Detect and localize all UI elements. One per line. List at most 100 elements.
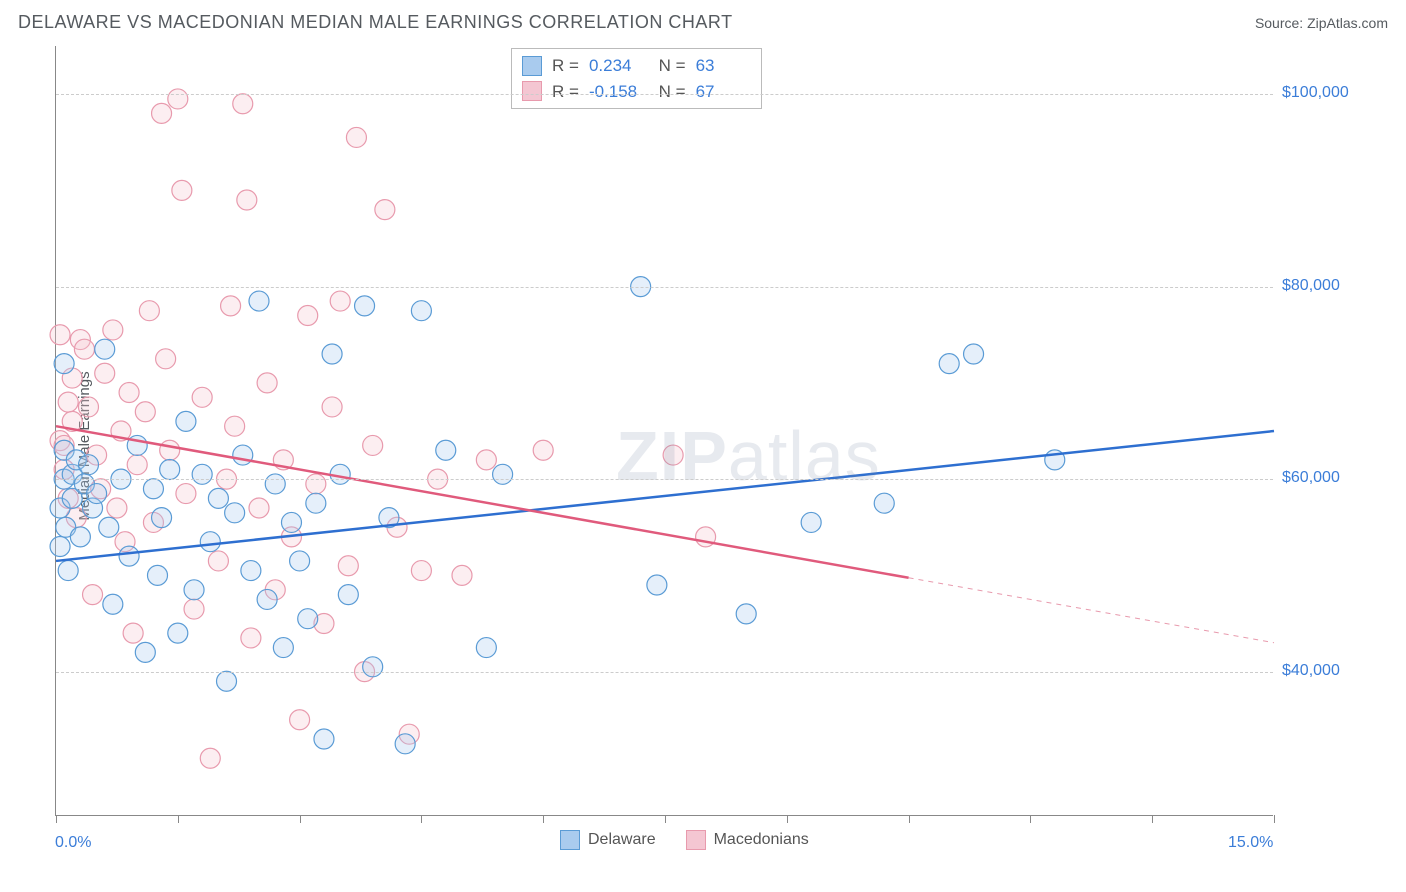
scatter-point bbox=[241, 628, 261, 648]
x-tick bbox=[421, 815, 422, 823]
n-value-macedonians: 67 bbox=[696, 79, 751, 105]
scatter-point bbox=[139, 301, 159, 321]
x-tick bbox=[1274, 815, 1275, 823]
scatter-point bbox=[99, 517, 119, 537]
y-tick-label: $40,000 bbox=[1282, 662, 1340, 680]
scatter-point bbox=[200, 748, 220, 768]
series-legend: Delaware Macedonians bbox=[560, 830, 809, 850]
scatter-point bbox=[54, 354, 74, 374]
scatter-point bbox=[395, 734, 415, 754]
scatter-point bbox=[265, 474, 285, 494]
y-tick-label: $80,000 bbox=[1282, 277, 1340, 295]
scatter-point bbox=[314, 729, 334, 749]
scatter-point bbox=[135, 642, 155, 662]
scatter-point bbox=[476, 450, 496, 470]
scatter-point bbox=[355, 296, 375, 316]
y-tick-label: $100,000 bbox=[1282, 84, 1349, 102]
r-label: R = bbox=[552, 79, 579, 105]
scatter-point bbox=[103, 320, 123, 340]
scatter-point bbox=[939, 354, 959, 374]
scatter-point bbox=[156, 349, 176, 369]
scatter-point bbox=[237, 190, 257, 210]
swatch-delaware bbox=[522, 56, 542, 76]
source-label: Source: ZipAtlas.com bbox=[1255, 15, 1388, 31]
scatter-point bbox=[647, 575, 667, 595]
legend-swatch-delaware bbox=[560, 830, 580, 850]
scatter-point bbox=[50, 537, 70, 557]
scatter-point bbox=[152, 508, 172, 528]
scatter-point bbox=[233, 94, 253, 114]
legend-item-delaware: Delaware bbox=[560, 830, 656, 850]
stats-row-delaware: R = 0.234 N = 63 bbox=[522, 53, 751, 79]
y-tick-label: $60,000 bbox=[1282, 469, 1340, 487]
scatter-point bbox=[217, 671, 237, 691]
gridline bbox=[56, 287, 1273, 288]
x-tick bbox=[909, 815, 910, 823]
x-tick bbox=[543, 815, 544, 823]
scatter-point bbox=[241, 561, 261, 581]
scatter-point bbox=[152, 103, 172, 123]
scatter-point bbox=[322, 397, 342, 417]
scatter-point bbox=[452, 565, 472, 585]
chart-plot-area: ZIPatlas R = 0.234 N = 63 R = -0.158 N =… bbox=[55, 46, 1273, 816]
legend-swatch-macedonians bbox=[686, 830, 706, 850]
scatter-point bbox=[176, 411, 196, 431]
scatter-point bbox=[119, 546, 139, 566]
scatter-point bbox=[176, 484, 196, 504]
scatter-point bbox=[168, 89, 188, 109]
scatter-point bbox=[208, 551, 228, 571]
scatter-point bbox=[192, 464, 212, 484]
scatter-point bbox=[411, 561, 431, 581]
scatter-point bbox=[273, 638, 293, 658]
scatter-point bbox=[78, 455, 98, 475]
x-tick bbox=[787, 815, 788, 823]
n-label: N = bbox=[654, 79, 686, 105]
scatter-point bbox=[306, 493, 326, 513]
r-label: R = bbox=[552, 53, 579, 79]
scatter-point bbox=[257, 373, 277, 393]
scatter-point bbox=[148, 565, 168, 585]
scatter-point bbox=[476, 638, 496, 658]
scatter-point bbox=[103, 594, 123, 614]
scatter-point bbox=[87, 484, 107, 504]
x-tick bbox=[1030, 815, 1031, 823]
scatter-point bbox=[95, 363, 115, 383]
x-tick bbox=[1152, 815, 1153, 823]
legend-item-macedonians: Macedonians bbox=[686, 830, 809, 850]
scatter-point bbox=[874, 493, 894, 513]
scatter-point bbox=[411, 301, 431, 321]
scatter-point bbox=[192, 387, 212, 407]
scatter-point bbox=[119, 383, 139, 403]
scatter-point bbox=[168, 623, 188, 643]
scatter-point bbox=[290, 551, 310, 571]
scatter-point bbox=[58, 561, 78, 581]
scatter-point bbox=[143, 479, 163, 499]
scatter-point bbox=[160, 460, 180, 480]
scatter-point bbox=[225, 503, 245, 523]
scatter-point bbox=[533, 440, 553, 460]
n-value-delaware: 63 bbox=[696, 53, 751, 79]
scatter-point bbox=[233, 445, 253, 465]
scatter-point bbox=[306, 474, 326, 494]
scatter-point bbox=[221, 296, 241, 316]
scatter-point bbox=[298, 306, 318, 326]
scatter-point bbox=[346, 127, 366, 147]
gridline bbox=[56, 94, 1273, 95]
gridline bbox=[56, 479, 1273, 480]
scatter-point bbox=[70, 527, 90, 547]
stats-row-macedonians: R = -0.158 N = 67 bbox=[522, 79, 751, 105]
scatter-point bbox=[50, 325, 70, 345]
scatter-point bbox=[95, 339, 115, 359]
scatter-point bbox=[290, 710, 310, 730]
scatter-point bbox=[123, 623, 143, 643]
scatter-point bbox=[107, 498, 127, 518]
scatter-point bbox=[330, 291, 350, 311]
scatter-point bbox=[208, 488, 228, 508]
x-tick-label-right: 15.0% bbox=[1228, 834, 1273, 852]
scatter-point bbox=[83, 585, 103, 605]
scatter-point bbox=[322, 344, 342, 364]
scatter-point bbox=[78, 397, 98, 417]
swatch-macedonians bbox=[522, 81, 542, 101]
scatter-point bbox=[135, 402, 155, 422]
x-tick bbox=[300, 815, 301, 823]
